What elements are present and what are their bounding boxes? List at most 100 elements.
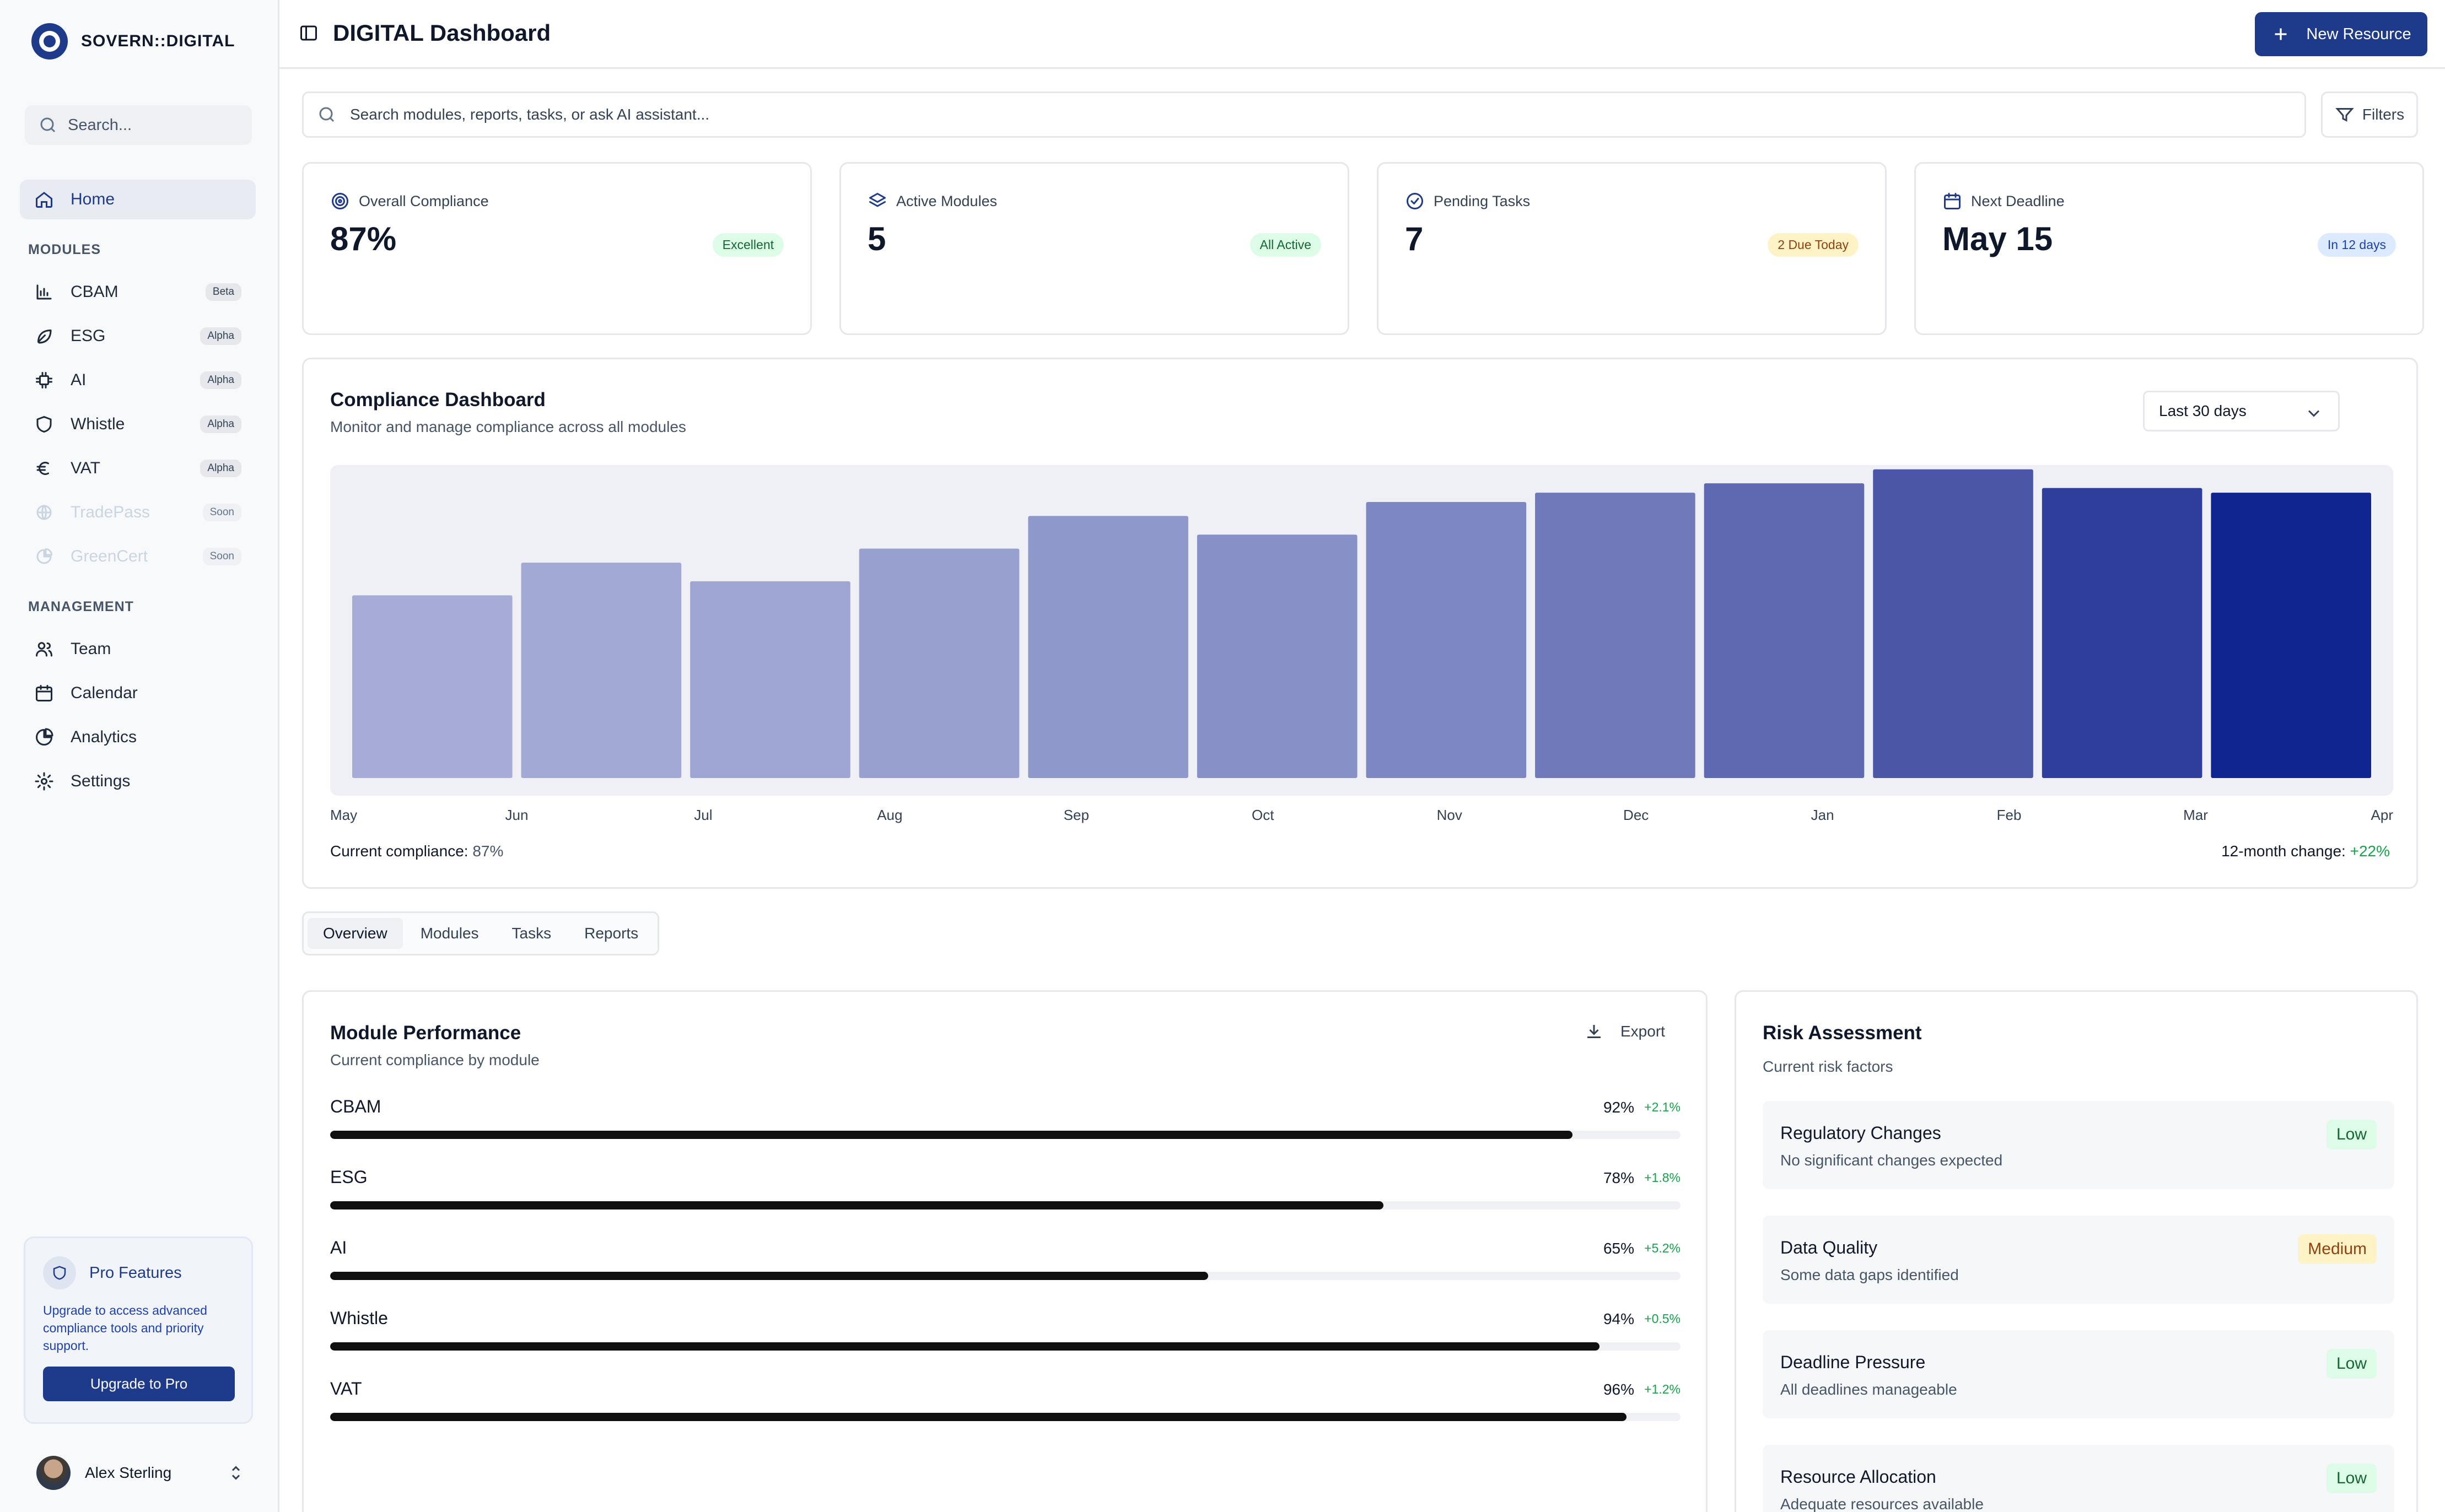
- chart-bar-jun[interactable]: [521, 563, 682, 778]
- sidebar-item-team[interactable]: Team: [20, 629, 256, 669]
- sidebar: SOVERN::DIGITAL Search... Home MODULES C…: [0, 0, 279, 1512]
- module-row-esg: ESG 78% +1.8%: [330, 1167, 1681, 1209]
- date-range-select[interactable]: Last 30 days: [2143, 391, 2340, 431]
- chart-bar-apr[interactable]: [2211, 493, 2371, 778]
- sidebar-search-input[interactable]: Search...: [25, 105, 252, 145]
- module-percent: 65%: [1603, 1240, 1634, 1257]
- sidebar-item-home[interactable]: Home: [20, 180, 256, 219]
- filters-button[interactable]: Filters: [2321, 91, 2418, 138]
- risk-name: Regulatory Changes: [1780, 1123, 1941, 1143]
- sidebar-toggle-icon[interactable]: [299, 23, 319, 43]
- module-percent: 78%: [1603, 1169, 1634, 1186]
- avatar: [36, 1456, 71, 1490]
- sidebar-item-ai[interactable]: AI Alpha: [20, 360, 256, 400]
- chart-bar-may[interactable]: [352, 595, 513, 778]
- plus-icon: [2271, 24, 2291, 44]
- sidebar-item-label: Team: [71, 640, 111, 658]
- chevrons-up-down-icon: [226, 1463, 246, 1483]
- sidebar-item-vat[interactable]: VAT Alpha: [20, 449, 256, 488]
- kpi-badge: 2 Due Today: [1768, 233, 1859, 257]
- x-tick-label: Sep: [1064, 807, 1089, 823]
- tab-modules[interactable]: Modules: [420, 925, 479, 942]
- modules-heading: MODULES: [28, 242, 101, 257]
- module-row-ai: AI 65% +5.2%: [330, 1238, 1681, 1280]
- twelve-month-change-label: 12-month change:: [2221, 843, 2346, 860]
- module-status-badge: Beta: [205, 283, 241, 301]
- risk-name: Resource Allocation: [1780, 1467, 1936, 1487]
- module-status-badge: Alpha: [200, 327, 241, 345]
- top-bar: DIGITAL Dashboard New Resource: [279, 0, 2445, 69]
- user-menu[interactable]: Alex Sterling: [36, 1455, 246, 1491]
- search-icon: [38, 115, 58, 135]
- risk-level-badge: Low: [2326, 1120, 2377, 1149]
- x-tick-label: Oct: [1252, 807, 1274, 823]
- target-icon: [330, 191, 350, 211]
- sidebar-item-label: ESG: [71, 327, 106, 345]
- chart-bar-jul[interactable]: [690, 581, 850, 778]
- module-progress-bar: [330, 1131, 1681, 1139]
- sidebar-item-label: AI: [71, 371, 87, 389]
- chart-bar-jan[interactable]: [1704, 483, 1865, 778]
- sidebar-item-label: Home: [71, 190, 115, 208]
- kpi-badge: Excellent: [712, 233, 784, 257]
- module-progress-bar: [330, 1272, 1681, 1280]
- twelve-month-change: 12-month change: +22%: [2221, 843, 2390, 860]
- home-icon: [34, 190, 54, 209]
- risk-title: Risk Assessment: [1763, 1022, 1922, 1044]
- shield-icon: [43, 1256, 76, 1289]
- page-title: DIGITAL Dashboard: [333, 20, 551, 46]
- pro-title: Pro Features: [89, 1263, 182, 1282]
- module-change: +0.5%: [1644, 1311, 1681, 1326]
- risk-description: All deadlines manageable: [1780, 1381, 1957, 1398]
- upgrade-button[interactable]: Upgrade to Pro: [43, 1367, 235, 1401]
- risk-item-regulatory-changes: Regulatory Changes No significant changes…: [1763, 1101, 2394, 1189]
- x-tick-label: Dec: [1623, 807, 1649, 823]
- sidebar-item-settings[interactable]: Settings: [20, 762, 256, 801]
- brand-logo: [31, 23, 68, 60]
- sidebar-item-label: Calendar: [71, 684, 138, 702]
- module-status-badge: Alpha: [200, 460, 241, 477]
- sidebar-item-calendar[interactable]: Calendar: [20, 673, 256, 713]
- tab-reports[interactable]: Reports: [584, 925, 639, 942]
- global-search-input[interactable]: Search modules, reports, tasks, or ask A…: [302, 91, 2306, 138]
- module-name: Whistle: [330, 1308, 388, 1328]
- chart-bar-feb[interactable]: [1873, 469, 2033, 778]
- chart-bar-oct[interactable]: [1197, 534, 1358, 778]
- chart-bar-nov[interactable]: [1366, 502, 1527, 778]
- compliance-bar-chart: May Jun Jul Aug Sep Oct Nov Dec Jan Feb Mar Apr: [330, 465, 2393, 823]
- export-button[interactable]: Export: [1584, 1022, 1665, 1041]
- sidebar-item-analytics[interactable]: Analytics: [20, 717, 256, 757]
- kpi-label: Active Modules: [896, 192, 998, 209]
- sidebar-item-label: GreenCert: [71, 547, 148, 565]
- euro-icon: [34, 458, 54, 478]
- sidebar-item-label: Analytics: [71, 728, 137, 746]
- shield-icon: [34, 414, 54, 434]
- sidebar-item-tradepass: TradePass Soon: [20, 493, 256, 532]
- user-name: Alex Sterling: [85, 1464, 172, 1481]
- sidebar-item-esg[interactable]: ESG Alpha: [20, 316, 256, 356]
- tab-overview[interactable]: Overview: [308, 918, 403, 949]
- risk-description: No significant changes expected: [1780, 1152, 2003, 1169]
- new-resource-button[interactable]: New Resource: [2255, 12, 2427, 56]
- tab-tasks[interactable]: Tasks: [511, 925, 552, 942]
- chart-bar-sep[interactable]: [1028, 516, 1188, 778]
- sidebar-search-placeholder: Search...: [68, 116, 132, 134]
- chart-title: Compliance Dashboard: [330, 389, 546, 411]
- calendar-icon: [34, 683, 54, 703]
- risk-item-deadline-pressure: Deadline Pressure All deadlines manageabl…: [1763, 1330, 2394, 1418]
- module-name: VAT: [330, 1379, 362, 1398]
- risk-subtitle: Current risk factors: [1763, 1058, 1893, 1075]
- brand[interactable]: SOVERN::DIGITAL: [31, 23, 235, 60]
- sidebar-item-cbam[interactable]: CBAM Beta: [20, 272, 256, 312]
- search-icon: [317, 105, 337, 125]
- calendar-icon: [1942, 191, 1962, 211]
- module-percent: 96%: [1603, 1381, 1634, 1398]
- sidebar-item-whistle[interactable]: Whistle Alpha: [20, 404, 256, 444]
- chart-bar-aug[interactable]: [859, 548, 1020, 778]
- date-range-value: Last 30 days: [2159, 402, 2247, 419]
- chart-bar-mar[interactable]: [2042, 488, 2202, 778]
- chart-bar-dec[interactable]: [1535, 493, 1695, 778]
